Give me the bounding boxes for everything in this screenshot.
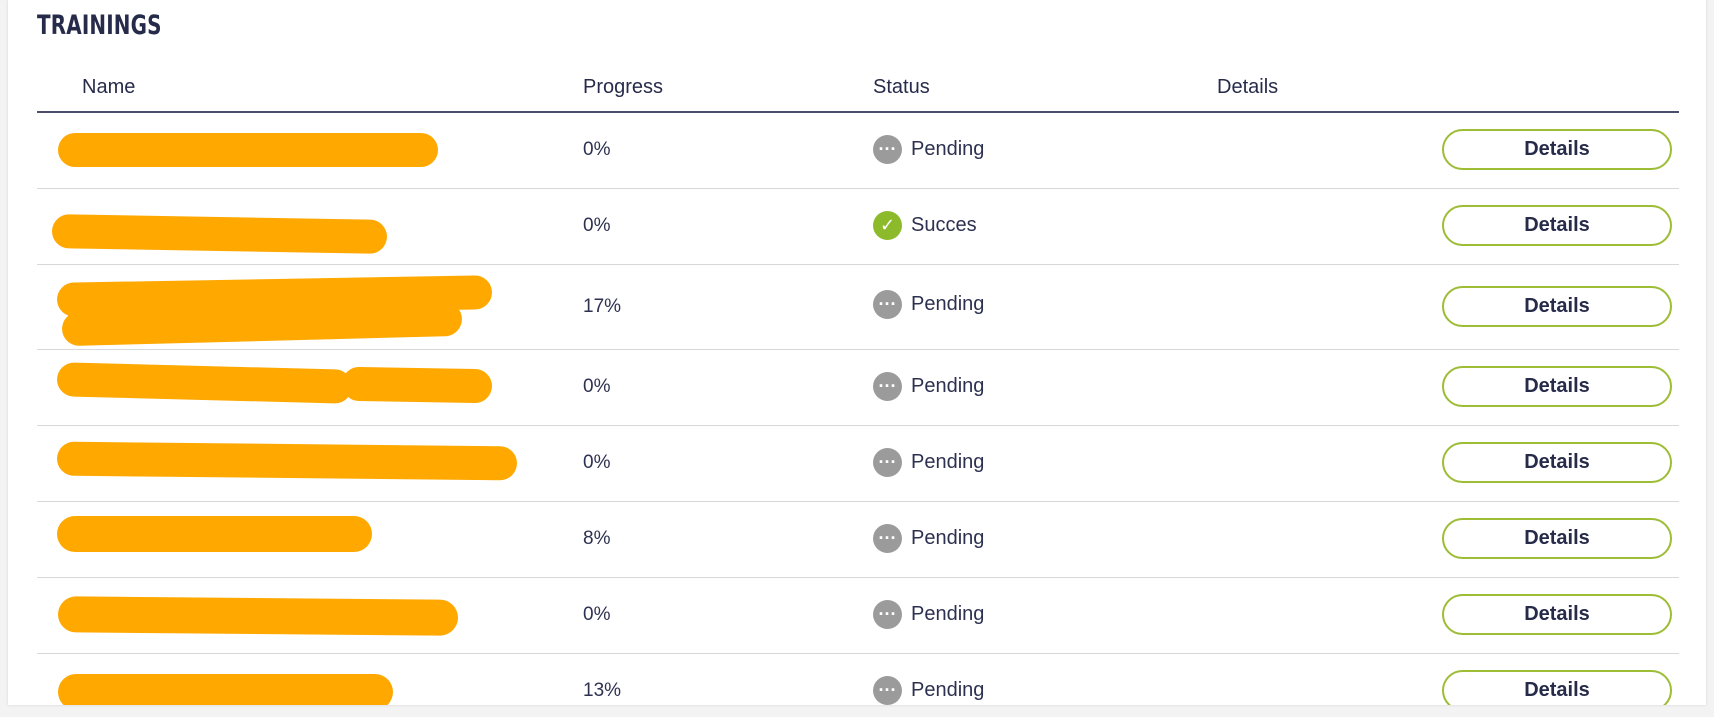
- table-row: 0% ··· Pending Details: [37, 113, 1679, 189]
- column-header-progress: Progress: [583, 76, 664, 98]
- training-name-redacted: [52, 592, 532, 640]
- column-header-details: Details: [1217, 76, 1279, 98]
- status-label: Pending: [911, 293, 985, 315]
- table-row: 0% ··· Pending Details: [37, 426, 1679, 502]
- progress-value: 8%: [583, 528, 611, 549]
- training-name-redacted: [52, 440, 532, 488]
- status: ··· Pending: [873, 372, 984, 401]
- training-name-redacted: [52, 275, 532, 347]
- status-label: Pending: [911, 138, 985, 160]
- progress-value: 0%: [583, 139, 611, 160]
- details-button[interactable]: Details: [1442, 594, 1672, 635]
- more-dots-icon: ···: [873, 524, 902, 553]
- more-dots-icon: ···: [873, 676, 902, 705]
- table-row: 0% ✓ Succes Details: [37, 189, 1679, 265]
- table-row: 8% ··· Pending Details: [37, 502, 1679, 578]
- training-name-redacted: [52, 127, 532, 175]
- status-label: Pending: [911, 679, 985, 701]
- progress-value: 0%: [583, 215, 611, 236]
- more-dots-icon: ···: [873, 135, 902, 164]
- details-button[interactable]: Details: [1442, 129, 1672, 170]
- progress-value: 13%: [583, 680, 622, 701]
- table-header: Name Progress Status Details: [37, 66, 1679, 113]
- status-label: Pending: [911, 527, 985, 549]
- status: ··· Pending: [873, 524, 984, 553]
- more-dots-icon: ···: [873, 372, 902, 401]
- progress-value: 0%: [583, 452, 611, 473]
- trainings-panel: TRAININGS Name Progress Status Details 0…: [8, 0, 1706, 705]
- status-label: Pending: [911, 375, 985, 397]
- more-dots-icon: ···: [873, 448, 902, 477]
- training-name-redacted: [52, 362, 532, 412]
- status: ··· Pending: [873, 135, 984, 164]
- status: ✓ Succes: [873, 211, 977, 240]
- details-button[interactable]: Details: [1442, 442, 1672, 483]
- details-button[interactable]: Details: [1442, 518, 1672, 559]
- training-name-redacted: [51, 203, 532, 254]
- status-label: Pending: [911, 451, 985, 473]
- progress-value: 0%: [583, 604, 611, 625]
- status: ··· Pending: [873, 676, 984, 705]
- status: ··· Pending: [873, 290, 984, 319]
- table-row: 0% ··· Pending Details: [37, 578, 1679, 654]
- status: ··· Pending: [873, 600, 984, 629]
- training-name-redacted: [52, 516, 532, 564]
- column-header-name: Name: [82, 76, 136, 98]
- status: ··· Pending: [873, 448, 984, 477]
- table-row: 0% ··· Pending Details: [37, 350, 1679, 426]
- details-button[interactable]: Details: [1442, 366, 1672, 407]
- status-label: Succes: [911, 214, 977, 236]
- progress-value: 17%: [583, 296, 622, 317]
- more-dots-icon: ···: [873, 290, 902, 319]
- status-label: Pending: [911, 603, 985, 625]
- progress-value: 0%: [583, 376, 611, 397]
- training-name-redacted: [52, 668, 532, 705]
- trainings-table: Name Progress Status Details 0% ··· Pend…: [37, 66, 1679, 705]
- table-row: 13% ··· Pending Details: [37, 654, 1679, 705]
- column-header-status: Status: [873, 76, 930, 98]
- more-dots-icon: ···: [873, 600, 902, 629]
- table-row: 17% ··· Pending Details: [37, 265, 1679, 350]
- details-button[interactable]: Details: [1442, 286, 1672, 327]
- check-icon: ✓: [873, 211, 902, 240]
- details-button[interactable]: Details: [1442, 670, 1672, 705]
- page-title: TRAININGS: [37, 10, 162, 41]
- details-button[interactable]: Details: [1442, 205, 1672, 246]
